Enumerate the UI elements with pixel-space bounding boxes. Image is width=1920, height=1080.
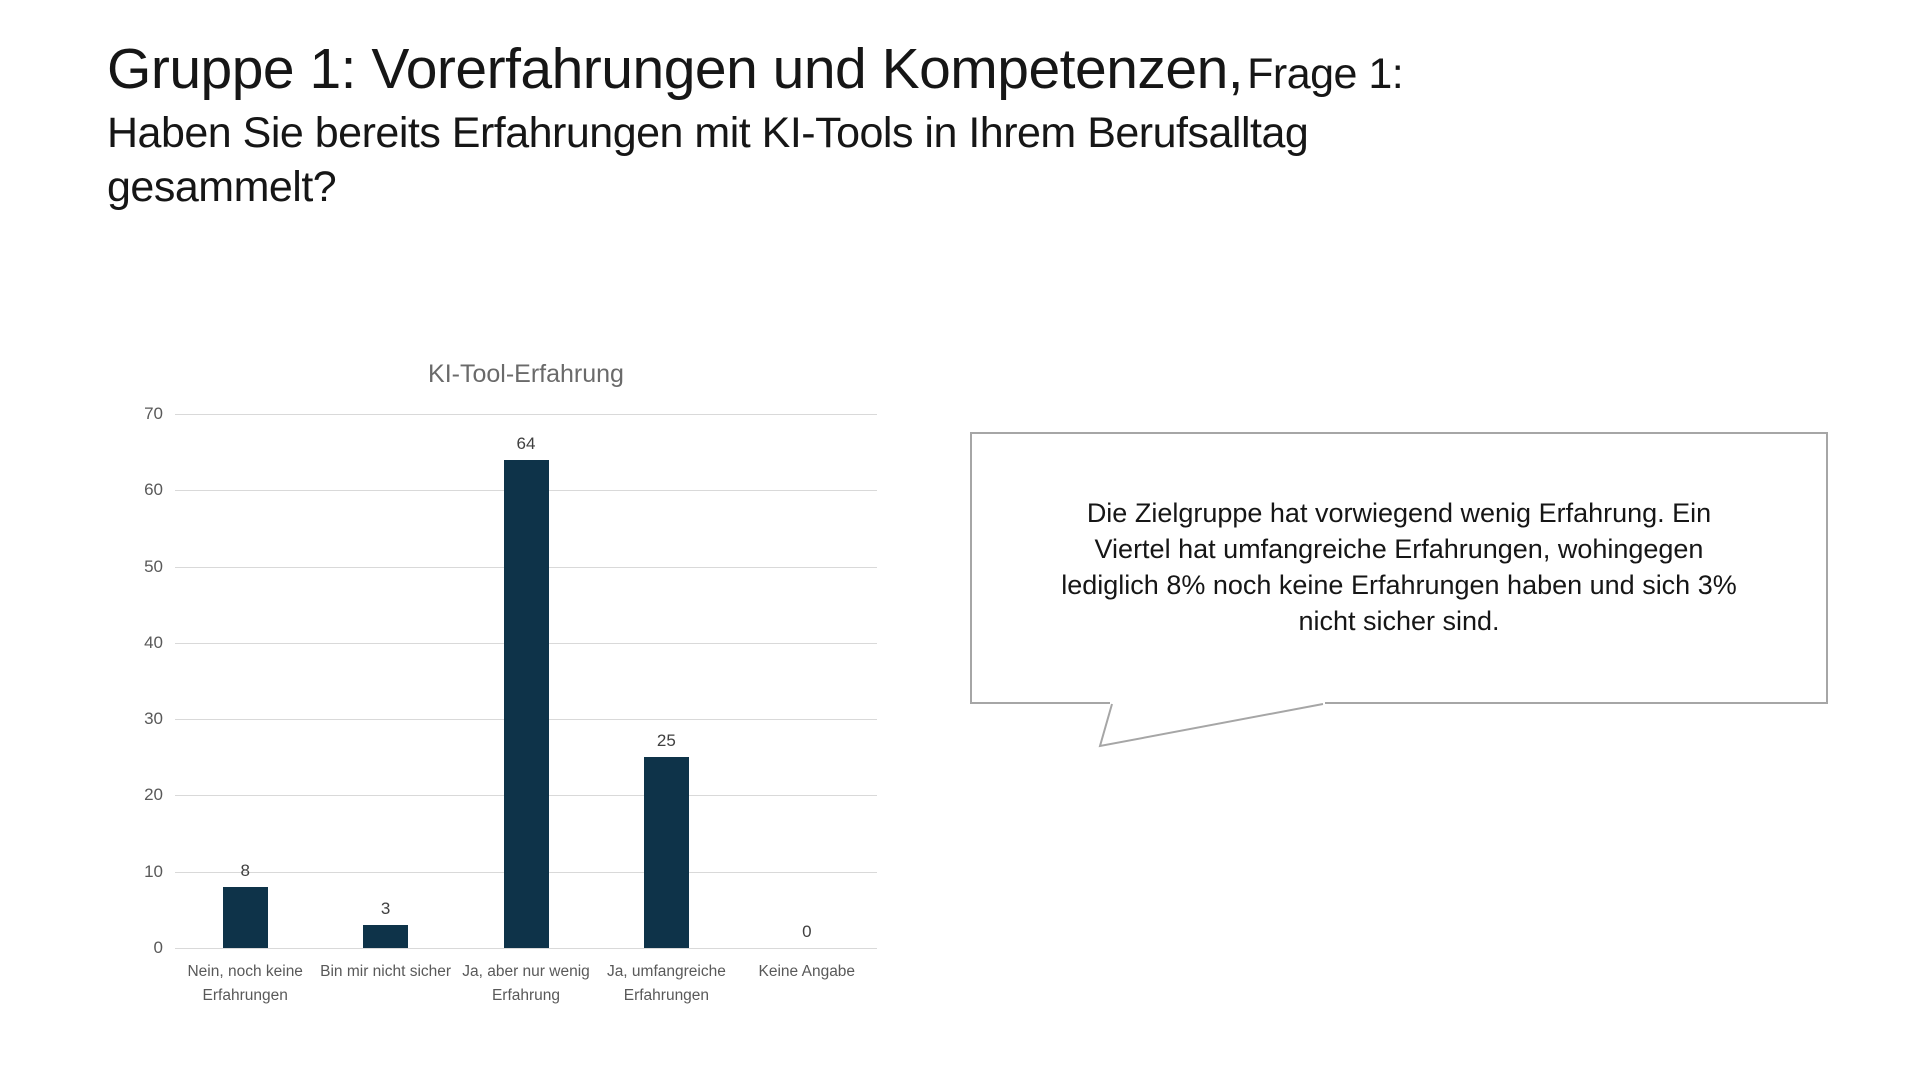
bar (643, 757, 689, 948)
title-question: Haben Sie bereits Erfahrungen mit KI-Too… (107, 108, 1309, 211)
bar-value-label: 3 (380, 899, 391, 918)
y-tick-label: 40 (144, 632, 163, 652)
category-label: Bin mir nicht sicher (320, 963, 452, 980)
bar (503, 460, 549, 948)
title-frage-label: Frage 1: (1247, 50, 1404, 98)
callout-bubble: Die Zielgruppe hat vorwiegend wenig Erfa… (970, 432, 1828, 704)
y-tick-label: 70 (144, 404, 163, 423)
bar (363, 925, 409, 948)
y-tick-label: 20 (144, 785, 163, 805)
gridline (175, 414, 877, 415)
y-tick-label: 0 (153, 938, 163, 957)
y-tick-label: 60 (144, 480, 163, 500)
y-tick-label: 30 (144, 709, 163, 729)
bar-value-label: 8 (240, 861, 250, 880)
bar (222, 887, 268, 948)
bar-value-label: 64 (516, 434, 536, 453)
category-label: Ja, aber nur wenig Erfahrung (462, 963, 590, 1005)
category-label: Keine Angabe (758, 963, 856, 980)
gridline (175, 948, 877, 949)
callout-text: Die Zielgruppe hat vorwiegend wenig Erfa… (1061, 498, 1737, 636)
y-tick-label: 50 (144, 556, 163, 576)
category-label: Ja, umfangreiche Erfahrungen (606, 963, 726, 1005)
callout-tail (1098, 702, 1325, 748)
y-tick-label: 10 (144, 861, 163, 881)
bar-value-label: 0 (802, 922, 812, 941)
bar-value-label: 25 (656, 731, 676, 750)
slide-title: Gruppe 1: Vorerfahrungen und Kompetenzen… (107, 34, 1507, 214)
chart-plot-area: 0 10 20 30 40 50 60 70 8 Nein, noch keine Erfahru… (144, 404, 877, 1004)
chart-title: KI-Tool-Erfahrung (428, 360, 624, 388)
category-label: Nein, noch keine Erfahrungen (187, 963, 303, 1005)
title-main: Gruppe 1: Vorerfahrungen und Kompetenzen… (107, 37, 1244, 101)
